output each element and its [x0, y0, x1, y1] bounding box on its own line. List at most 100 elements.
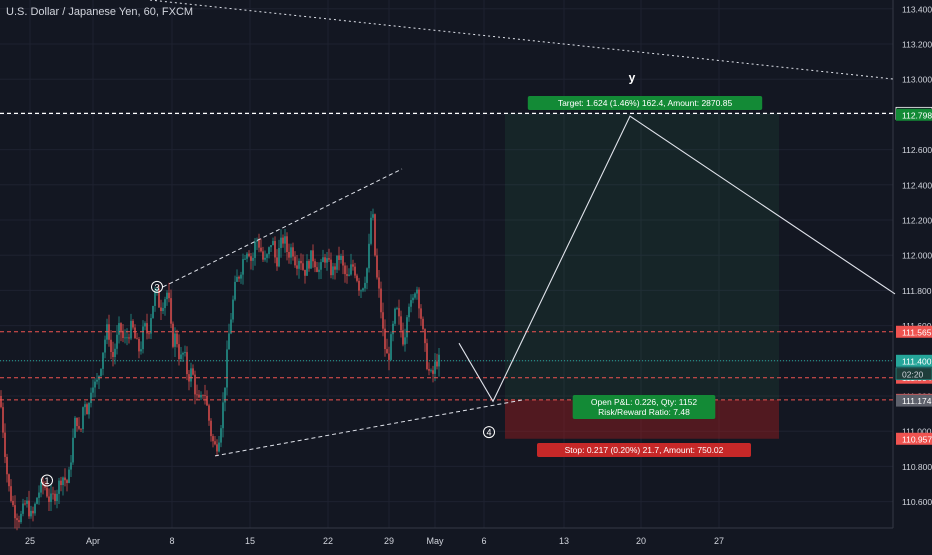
- candle-body: [78, 426, 80, 429]
- candle-body: [422, 318, 424, 330]
- candle-body: [184, 352, 186, 353]
- y-tick-label: 110.600: [902, 497, 932, 507]
- candle-body: [86, 404, 88, 415]
- candle-body: [234, 281, 236, 300]
- chart-title: U.S. Dollar / Japanese Yen, 60, FXCM: [6, 6, 194, 18]
- candle-body: [252, 257, 254, 261]
- x-tick-label: 6: [481, 536, 486, 546]
- candle-body: [242, 259, 244, 275]
- candle-body: [372, 214, 374, 218]
- candle-body: [302, 263, 304, 270]
- candle-body: [30, 510, 32, 517]
- candle-body: [12, 500, 14, 506]
- candle-body: [114, 348, 116, 357]
- candle-body: [308, 261, 310, 269]
- y-tick-label: 113.200: [902, 40, 932, 50]
- candle-body: [414, 293, 416, 298]
- candle-body: [166, 292, 168, 300]
- candle-body: [386, 349, 388, 354]
- candle-body: [72, 437, 74, 463]
- candle-body: [348, 274, 350, 276]
- candle-body: [306, 261, 308, 276]
- candle-body: [264, 257, 266, 260]
- candle-body: [220, 428, 222, 443]
- candle-body: [336, 255, 338, 270]
- candle-body: [290, 247, 292, 258]
- candle-body: [406, 317, 408, 338]
- candle-body: [162, 308, 164, 312]
- candle-body: [126, 337, 128, 339]
- candle-body: [54, 493, 56, 501]
- candle-body: [38, 492, 40, 498]
- candle-body: [174, 333, 176, 347]
- y-tick-label: 113.000: [902, 75, 932, 85]
- candle-body: [218, 442, 220, 452]
- x-tick-label: 13: [559, 536, 569, 546]
- candle-body: [164, 299, 166, 309]
- candle-body: [230, 319, 232, 334]
- candle-body: [260, 247, 262, 252]
- candle-body: [382, 312, 384, 329]
- candle-body: [40, 481, 42, 493]
- candle-body: [208, 405, 210, 421]
- candle-body: [256, 240, 258, 242]
- candle-body: [206, 395, 208, 406]
- candle-body: [326, 258, 328, 263]
- candle-body: [112, 352, 114, 357]
- candle-body: [90, 392, 92, 404]
- target-zone: [505, 113, 779, 400]
- candle-body: [300, 260, 302, 264]
- price-axis-tag: [896, 432, 932, 445]
- candle-body: [154, 291, 156, 306]
- candle-body: [58, 480, 60, 494]
- x-tick-label: May: [426, 536, 444, 546]
- candle-body: [332, 266, 334, 276]
- candle-body: [380, 288, 382, 313]
- candle-body: [22, 503, 24, 514]
- x-tick-label: 27: [714, 536, 724, 546]
- candle-body: [180, 354, 182, 359]
- target-label-bg: [527, 96, 763, 110]
- x-tick-label: Apr: [86, 536, 100, 546]
- x-tick-label: 25: [25, 536, 35, 546]
- candle-body: [222, 402, 224, 429]
- candle-body: [366, 268, 368, 283]
- candle-body: [196, 394, 198, 396]
- candle-body: [376, 255, 378, 278]
- candle-body: [274, 241, 276, 258]
- candle-body: [92, 387, 94, 393]
- candle-body: [100, 368, 102, 376]
- candle-body: [436, 361, 438, 367]
- candle-body: [354, 266, 356, 276]
- price-axis-tag-text: 111.400: [902, 356, 932, 366]
- candle-body: [56, 493, 58, 501]
- candle-body: [330, 259, 332, 276]
- candle-body: [178, 344, 180, 359]
- candle-body: [334, 266, 336, 270]
- pnl-label-text: Risk/Reward Ratio: 7.48: [598, 407, 690, 417]
- candle-body: [416, 289, 418, 294]
- candle-body: [346, 274, 348, 276]
- candle-body: [374, 214, 376, 256]
- candle-body: [84, 404, 86, 408]
- candle-body: [62, 477, 64, 486]
- candle-body: [266, 254, 268, 258]
- y-tick-label: 112.200: [902, 216, 932, 226]
- candle-body: [240, 274, 242, 279]
- candle-body: [152, 305, 154, 319]
- candle-body: [2, 407, 4, 433]
- candle-body: [76, 417, 78, 427]
- candle-body: [80, 428, 82, 430]
- candle-body: [296, 265, 298, 269]
- x-tick-label: 15: [245, 536, 255, 546]
- candle-body: [298, 260, 300, 269]
- candle-body: [254, 241, 256, 258]
- price-axis-tag: [896, 108, 932, 121]
- candle-body: [342, 255, 344, 266]
- candle-body: [284, 236, 286, 244]
- candle-body: [214, 441, 216, 445]
- candle-body: [212, 436, 214, 442]
- candle-body: [204, 395, 206, 397]
